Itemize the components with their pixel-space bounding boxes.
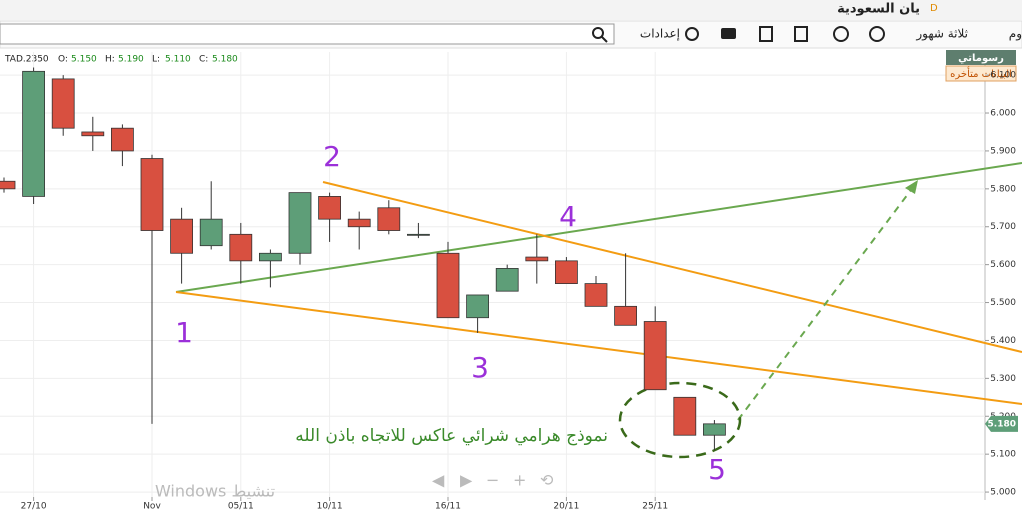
projection-arrow — [737, 185, 915, 421]
ohlc-value: 5.190 — [118, 55, 144, 65]
x-tick-label: 16/11 — [435, 502, 461, 512]
trend-line — [175, 162, 1022, 293]
svg-text:▶: ▶ — [460, 471, 473, 490]
candle-body — [81, 131, 105, 137]
wave-label: 4 — [559, 200, 577, 233]
ohlc-value: 5.110 — [165, 55, 191, 65]
wave-label: 2 — [323, 140, 341, 173]
candle-body — [584, 283, 608, 307]
candle-body — [525, 256, 549, 262]
candle-body — [51, 78, 75, 129]
bars-icon[interactable] — [794, 26, 808, 42]
candle-body — [318, 196, 342, 220]
range-button[interactable]: ثلاثة شهور — [915, 27, 968, 42]
ohlc-value: 5.150 — [71, 55, 97, 65]
candle-body — [436, 252, 460, 319]
y-tick-label: 5.700 — [990, 222, 1016, 232]
candle-body — [703, 423, 726, 436]
ohlc-label: H: — [105, 55, 115, 65]
settings-icon[interactable] — [685, 27, 699, 41]
y-tick-label: 6.100 — [990, 71, 1016, 81]
delayed-box — [945, 65, 1017, 82]
delayed-note: البيانات متأخره — [950, 66, 1012, 80]
ohlc-label: O: — [58, 55, 68, 65]
y-tick-label: 5.500 — [990, 298, 1016, 308]
y-tick-label: 5.400 — [990, 336, 1016, 346]
nav-controls[interactable]: ◀ ▶ − + ⟲ — [432, 471, 554, 490]
compare-icon[interactable] — [869, 26, 885, 42]
wave-label: 1 — [175, 316, 193, 349]
candle-body — [258, 252, 282, 262]
camera-icon[interactable] — [721, 28, 736, 39]
candle-body — [495, 268, 519, 292]
ohlc-label: C: — [199, 55, 208, 65]
candle-body — [673, 396, 697, 436]
title-badge: D — [930, 3, 938, 14]
candle-body — [199, 218, 223, 247]
candles-icon[interactable] — [759, 26, 773, 42]
svg-text:+: + — [513, 471, 526, 490]
candle-body — [111, 127, 134, 152]
y-tick-label: 5.600 — [990, 260, 1016, 270]
x-tick-label: 05/11 — [228, 502, 254, 512]
badge[interactable] — [946, 50, 1016, 65]
search-icon — [601, 36, 608, 43]
candle-body — [377, 207, 401, 231]
activation-watermark: Windows تنشيط — [155, 482, 275, 501]
candle-body — [140, 158, 164, 231]
window-title: يان السعودية — [837, 2, 920, 17]
candle-body — [614, 305, 637, 326]
wave-label: 3 — [471, 351, 489, 384]
ohlc-header: O: 5.150 H: 5.190 L: 5.110 C: 5.180 — [58, 55, 238, 65]
candle-body — [347, 218, 371, 228]
ohlc-label: L: — [152, 55, 160, 65]
x-tick-label: 27/10 — [21, 502, 47, 512]
candle-body — [22, 70, 46, 197]
x-tick-label: Nov — [143, 502, 161, 512]
x-tick-label: 10/11 — [317, 502, 343, 512]
y-tick-label: 5.000 — [990, 488, 1016, 498]
y-tick-label: 5.300 — [990, 374, 1016, 384]
search-icon[interactable] — [592, 27, 604, 39]
svg-text:−: − — [486, 471, 499, 490]
trend-line — [175, 291, 1022, 405]
search-box[interactable] — [0, 23, 615, 45]
x-tick-label: 20/11 — [553, 502, 579, 512]
candle-body — [0, 180, 16, 190]
y-tick-label: 5.900 — [990, 146, 1016, 156]
pattern-ellipse — [618, 381, 742, 459]
candle-body — [406, 233, 430, 236]
period-button[interactable]: وم — [1009, 27, 1022, 42]
x-tick-label: 25/11 — [642, 502, 668, 512]
arrow-head — [905, 180, 918, 194]
ohlc-value: 5.180 — [212, 55, 238, 65]
symbol: TAD.2350 — [4, 55, 49, 65]
y-tick-label: 5.100 — [990, 450, 1016, 460]
wave-label: 5 — [708, 453, 726, 486]
candle-body — [229, 233, 253, 262]
candle-body — [466, 294, 490, 319]
svg-text:◀: ◀ — [432, 471, 445, 490]
candle-body — [643, 321, 667, 391]
trend-line — [322, 181, 1022, 353]
settings-button[interactable]: إعدادات — [640, 27, 680, 41]
svg-text:⟲: ⟲ — [540, 471, 554, 490]
y-tick-label: 5.800 — [990, 184, 1016, 194]
price-tag — [985, 415, 1018, 432]
candle-body — [555, 260, 578, 284]
y-tick-label: 6.000 — [990, 109, 1016, 119]
title-bar — [0, 0, 1022, 20]
badge-text: رسوماتي — [958, 53, 1004, 64]
price-tag-label: 5.180 — [988, 419, 1016, 429]
candle-body — [170, 218, 194, 254]
candle-body — [288, 192, 312, 254]
indicator-icon[interactable] — [833, 26, 849, 42]
pattern-note: نموذج هرامي شرائي عاكس للاتجاه باذن الله — [295, 426, 608, 446]
candles — [0, 67, 726, 451]
